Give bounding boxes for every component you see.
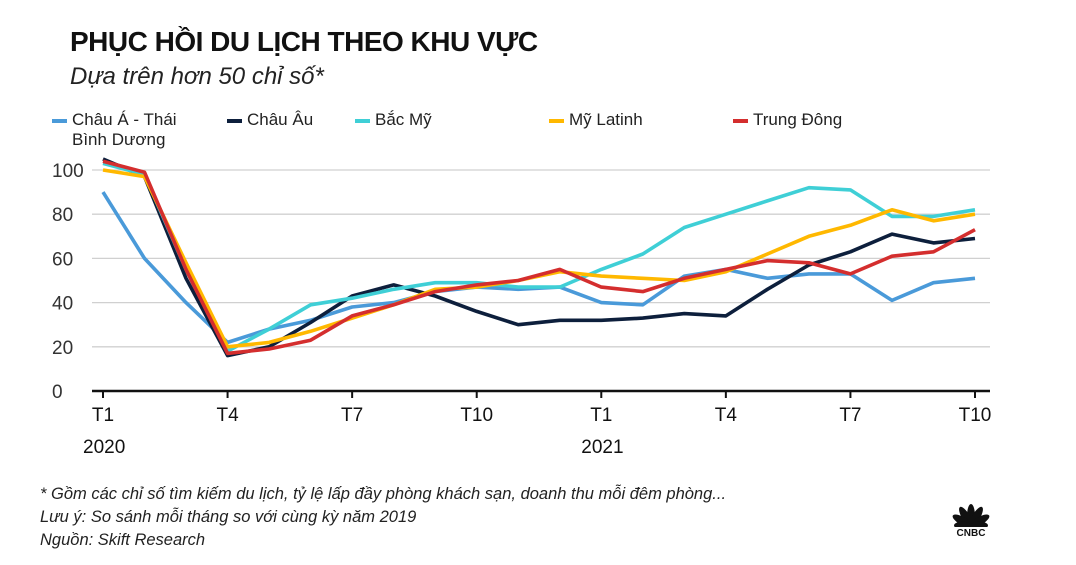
x-tick-label: T1 (92, 405, 114, 426)
chart-title: PHỤC HỒI DU LỊCH THEO KHU VỰC (70, 26, 538, 57)
x-tick-label: T1 (590, 405, 612, 426)
legend-label: Mỹ Latinh (569, 110, 643, 129)
series-line-4 (102, 159, 976, 356)
footnote-definition: * Gồm các chỉ số tìm kiếm du lịch, tỷ lệ… (40, 485, 727, 503)
y-tick-label: 80 (52, 205, 73, 226)
legend-item-asia-pacific: Châu Á - Thái Bình Dương (52, 110, 177, 150)
svg-text:CNBC: CNBC (957, 528, 986, 539)
series-line-2 (102, 161, 976, 353)
legend-label: Bắc Mỹ (375, 110, 432, 129)
chart-subtitle: Dựa trên hơn 50 chỉ số* (70, 63, 324, 90)
legend-swatch (549, 119, 564, 123)
footnotes: * Gồm các chỉ số tìm kiếm du lịch, tỷ lệ… (40, 483, 726, 552)
x-tick-label: T7 (341, 405, 363, 426)
y-tick-label: 20 (52, 338, 73, 359)
x-tick-label: T7 (839, 405, 861, 426)
footnote-source: Nguồn: Skift Research (40, 531, 206, 549)
x-tick-label: T10 (460, 405, 493, 426)
x-tick-label: T4 (715, 405, 738, 426)
x-year-label: 2021 (581, 437, 623, 458)
x-tick-label: T4 (216, 405, 239, 426)
y-tick-label: 100 (52, 161, 84, 182)
legend-item-north-america: Bắc Mỹ (355, 110, 432, 130)
y-tick-label: 0 (52, 382, 63, 403)
legend-label: Châu Á - Thái (72, 110, 177, 129)
footnote-comparison: Lưu ý: So sánh mỗi tháng so với cùng kỳ … (40, 508, 417, 526)
legend-swatch (355, 119, 370, 123)
legend-label: Bình Dương (72, 130, 166, 149)
cnbc-peacock-icon: CNBC (948, 504, 994, 539)
x-year-label: 2020 (83, 437, 125, 458)
y-tick-label: 40 (52, 294, 73, 315)
legend-swatch (52, 119, 67, 123)
legend-label: Châu Âu (247, 110, 314, 129)
y-tick-label: 60 (52, 249, 73, 270)
legend-label: Trung Đông (753, 110, 843, 129)
legend-item-middle-east: Trung Đông (733, 110, 843, 130)
legend-item-latin-america: Mỹ Latinh (549, 110, 643, 130)
legend-item-europe: Châu Âu (227, 110, 314, 130)
x-tick-label: T10 (959, 405, 992, 426)
legend-swatch (733, 119, 748, 123)
legend-swatch (227, 119, 242, 123)
cnbc-logo: CNBC (944, 494, 998, 540)
